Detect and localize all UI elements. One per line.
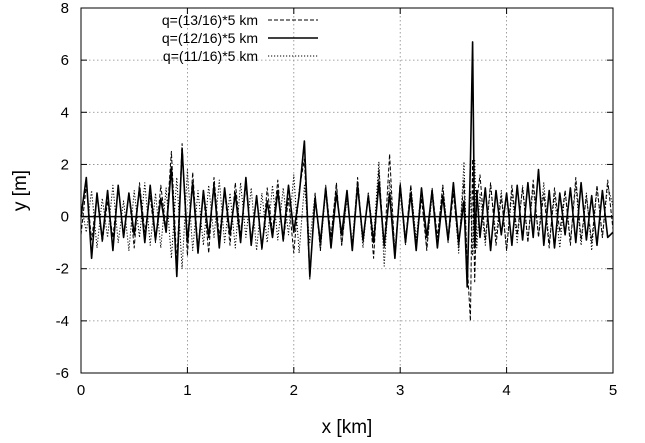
x-tick-label: 3 (396, 382, 404, 399)
x-tick-label: 0 (77, 382, 85, 399)
x-tick-label: 4 (502, 382, 510, 399)
legend-label-3: q=(11/16)*5 km (163, 48, 258, 64)
x-tick-label: 5 (609, 382, 617, 399)
y-tick-label: 2 (61, 156, 69, 173)
legend: q=(13/16)*5 km q=(12/16)*5 km q=(11/16)*5 … (162, 12, 318, 64)
y-axis-label: y [m] (10, 170, 31, 211)
x-axis-label: x [km] (322, 417, 373, 438)
legend-label-2: q=(12/16)*5 km (162, 30, 258, 46)
x-tick-label: 1 (183, 382, 191, 399)
y-tick-label: -6 (56, 365, 69, 382)
y-tick-label: 6 (61, 52, 69, 69)
series-line-3 (80, 158, 614, 275)
y-tick-label: 0 (61, 209, 69, 226)
axis-ticks (80, 7, 614, 374)
y-tick-label: 8 (61, 0, 69, 17)
y-tick-label: -4 (56, 313, 69, 330)
tick-labels: 0 1 2 3 4 5 -6 -4 -2 0 2 4 6 8 (56, 0, 618, 399)
legend-label-1: q=(13/16)*5 km (162, 12, 258, 28)
x-tick-label: 2 (290, 382, 298, 399)
series-lines (80, 41, 614, 322)
plot-frame (80, 7, 614, 374)
y-tick-label: 4 (61, 104, 69, 121)
y-tick-label: -2 (56, 261, 69, 278)
